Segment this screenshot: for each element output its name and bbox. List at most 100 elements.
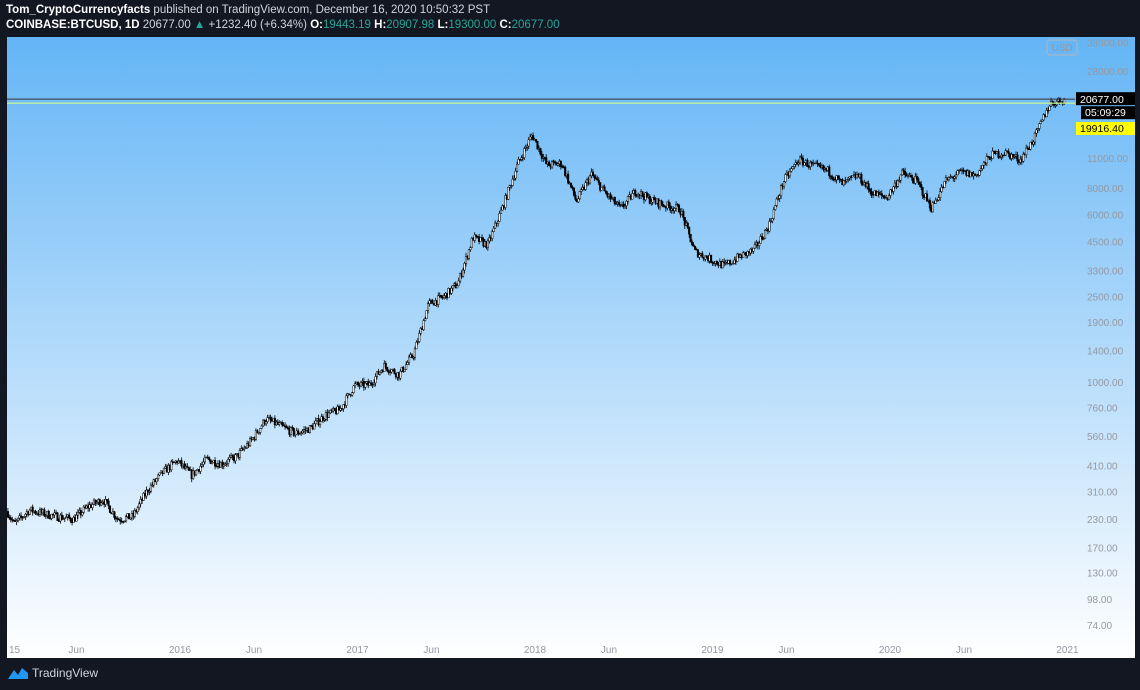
candle-body [710, 254, 713, 263]
candle-body [953, 176, 956, 179]
candle [278, 420, 281, 427]
candle-body [129, 517, 132, 520]
candle-body [286, 427, 290, 429]
candle-body [650, 202, 653, 204]
candle-body [774, 205, 777, 210]
candle-body [1054, 104, 1057, 106]
candle-body [594, 177, 597, 180]
candle-body [669, 205, 672, 211]
candle [768, 218, 771, 233]
candle [443, 293, 446, 300]
candle-body [373, 382, 376, 385]
candle-body [807, 166, 810, 168]
candle [208, 456, 211, 462]
time-tick-label: Jun [423, 645, 439, 656]
candle-body [202, 461, 205, 465]
candle [625, 200, 628, 210]
candle [883, 194, 886, 200]
candle-body [574, 194, 577, 200]
candle-body [1039, 121, 1042, 124]
candle [746, 250, 749, 259]
candle-body [507, 186, 510, 200]
candle [47, 509, 50, 519]
candle-body [571, 186, 574, 189]
candle [650, 198, 653, 206]
candle [871, 191, 875, 199]
candle-body [19, 515, 23, 518]
open-value: 19443.19 [322, 19, 371, 31]
candle-body [1036, 128, 1039, 131]
candle-body [364, 382, 367, 388]
candle [323, 418, 326, 422]
candle-body [889, 189, 892, 196]
candle [762, 236, 765, 241]
candle [151, 481, 154, 488]
candle-body [882, 195, 885, 197]
candle [106, 499, 109, 504]
candle [902, 168, 905, 175]
candle [1042, 113, 1045, 121]
price-tick-label: 38000.00 [1087, 38, 1129, 49]
candle [501, 204, 504, 211]
candle [736, 252, 739, 263]
candle [498, 210, 501, 222]
candle [979, 165, 983, 173]
candle [405, 360, 408, 370]
candle [257, 432, 260, 435]
candle [422, 318, 425, 332]
candle-body [208, 457, 211, 460]
candle [292, 427, 295, 438]
candle [1047, 107, 1050, 114]
candle [289, 426, 292, 438]
candle-body [803, 162, 806, 166]
candle [308, 425, 311, 434]
candle-body [600, 187, 603, 191]
candle-body [459, 273, 462, 282]
price-tick-label: 760.00 [1087, 404, 1118, 415]
candle [215, 463, 218, 468]
candle-body [529, 136, 532, 141]
candle [457, 277, 460, 287]
candle-body [688, 227, 691, 235]
candle [692, 242, 695, 247]
candle-body [470, 237, 473, 248]
candle [352, 384, 355, 394]
symbol[interactable]: COINBASE:BTCUSD, 1D [6, 19, 140, 31]
candle-body [551, 161, 554, 168]
candle [65, 513, 68, 519]
price-axis[interactable]: 38000.00 28000.00 11000.00 8000.00 6000.00 45… [1046, 38, 1129, 632]
candle-body [578, 191, 581, 200]
candle [390, 369, 393, 374]
candle [584, 180, 587, 191]
author[interactable]: Tom_CryptoCurrencyfacts [6, 4, 151, 16]
candle-body [641, 191, 644, 197]
candle [914, 172, 917, 185]
candle [450, 285, 453, 295]
candle-body [228, 457, 231, 460]
candle [389, 368, 392, 376]
candle [148, 487, 151, 496]
candle-body [982, 161, 985, 166]
price-chart[interactable]: 38000.00 28000.00 11000.00 8000.00 6000.00 45… [7, 37, 1135, 658]
candle-body [345, 395, 348, 406]
candle [676, 203, 679, 207]
candle [577, 195, 580, 203]
change: +1232.40 (+6.34%) [208, 19, 307, 31]
price-tick-label: 1000.00 [1087, 378, 1124, 389]
candle [300, 431, 303, 437]
candle-body [939, 191, 942, 198]
candle-body [405, 364, 408, 370]
currency-badge: USD [1046, 39, 1078, 56]
candle-body [764, 229, 767, 239]
candle [177, 458, 180, 464]
time-tick-label: 2019 [701, 645, 724, 656]
time-tick-label: 2020 [879, 645, 902, 656]
candle-body [76, 511, 79, 516]
candle-body [133, 510, 136, 517]
candle-body [389, 371, 392, 374]
tradingview-logo[interactable]: TradingView [8, 666, 98, 680]
candle-body [425, 310, 428, 319]
candle [127, 513, 131, 520]
time-axis[interactable]: 15 Jun 2016 Jun 2017 Jun 2018 Jun 2019 Jun 2020 Jun… [9, 645, 1079, 656]
candle-body [412, 357, 415, 359]
